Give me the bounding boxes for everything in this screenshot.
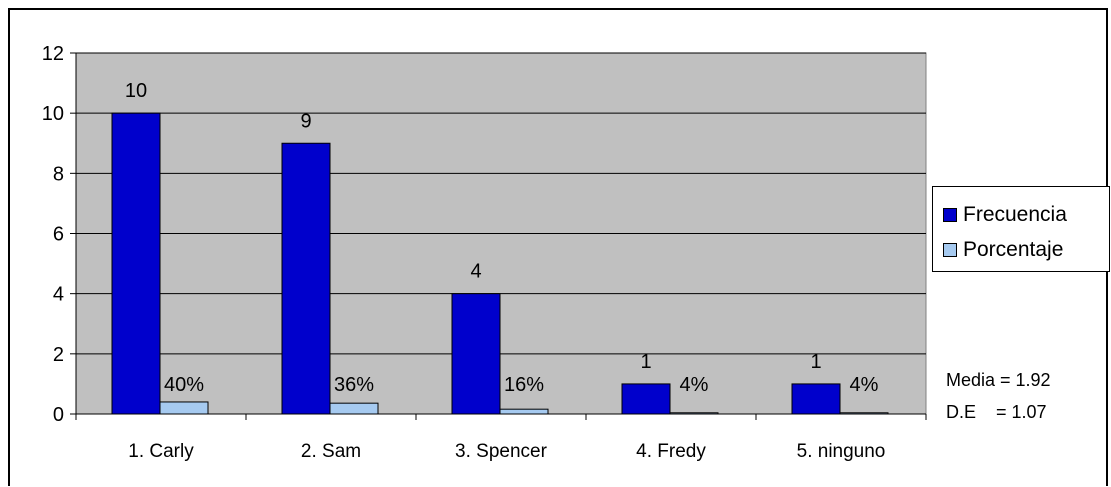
stats-media: Media = 1.92 bbox=[946, 370, 1051, 390]
y-tick-label: 6 bbox=[53, 224, 64, 246]
stats-de: D.E = 1.07 bbox=[946, 402, 1047, 422]
bar-porcentaje bbox=[159, 401, 209, 415]
data-label-porcentaje: 16% bbox=[504, 374, 544, 396]
legend-item-porcentaje: Porcentaje bbox=[943, 238, 1063, 262]
bar-frecuencia bbox=[281, 142, 331, 415]
x-tick-label: 3. Spencer bbox=[455, 441, 548, 462]
legend-label-frecuencia: Frecuencia bbox=[963, 203, 1067, 226]
bar-porcentaje bbox=[329, 402, 379, 415]
bar-porcentaje bbox=[669, 412, 719, 415]
bar-porcentaje bbox=[499, 408, 549, 415]
legend-swatch-frecuencia bbox=[943, 208, 957, 222]
y-tick-label: 12 bbox=[42, 43, 64, 65]
x-tick-label: 2. Sam bbox=[301, 441, 361, 462]
legend-swatch-porcentaje bbox=[943, 243, 957, 257]
y-tick-label: 4 bbox=[53, 284, 64, 306]
x-tick-label: 5. ninguno bbox=[797, 441, 886, 462]
data-label-frecuencia: 1 bbox=[640, 351, 651, 373]
data-label-frecuencia: 10 bbox=[125, 80, 147, 102]
legend-label-porcentaje: Porcentaje bbox=[963, 238, 1064, 261]
data-label-porcentaje: 4% bbox=[680, 374, 709, 396]
legend: Frecuencia Porcentaje bbox=[932, 186, 1110, 272]
y-tick-label: 8 bbox=[53, 163, 64, 185]
y-tick-label: 0 bbox=[53, 404, 64, 426]
data-label-frecuencia: 4 bbox=[470, 261, 481, 283]
data-label-porcentaje: 40% bbox=[164, 374, 204, 396]
data-label-frecuencia: 9 bbox=[300, 110, 311, 132]
legend-item-frecuencia: Frecuencia bbox=[943, 203, 1067, 227]
x-tick-label: 1. Carly bbox=[128, 441, 194, 462]
data-label-frecuencia: 1 bbox=[810, 351, 821, 373]
bar-frecuencia bbox=[621, 383, 671, 415]
bar-frecuencia bbox=[111, 112, 161, 415]
y-tick-label: 2 bbox=[53, 344, 64, 366]
bar-frecuencia bbox=[791, 383, 841, 415]
y-tick-label: 10 bbox=[42, 103, 64, 125]
data-label-porcentaje: 36% bbox=[334, 374, 374, 396]
data-label-porcentaje: 4% bbox=[850, 374, 879, 396]
bar-porcentaje bbox=[839, 412, 889, 415]
bar-frecuencia bbox=[451, 293, 501, 415]
x-tick-label: 4. Fredy bbox=[636, 441, 706, 462]
